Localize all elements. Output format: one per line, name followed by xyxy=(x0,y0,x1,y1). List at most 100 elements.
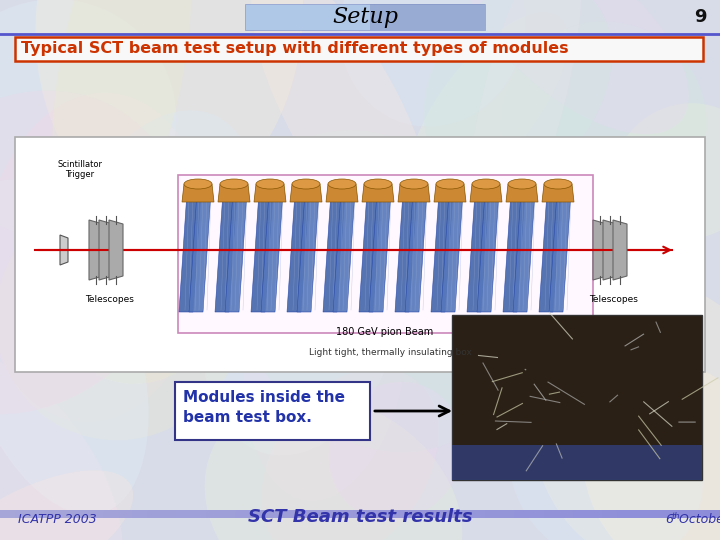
Ellipse shape xyxy=(340,0,526,127)
Text: Modules inside the
beam test box.: Modules inside the beam test box. xyxy=(183,390,345,425)
Ellipse shape xyxy=(0,348,123,540)
FancyBboxPatch shape xyxy=(15,37,703,61)
Ellipse shape xyxy=(410,12,568,200)
Polygon shape xyxy=(254,184,286,202)
Polygon shape xyxy=(603,220,617,280)
Ellipse shape xyxy=(261,368,438,540)
Text: 6: 6 xyxy=(665,513,673,526)
Polygon shape xyxy=(549,192,571,312)
Polygon shape xyxy=(477,192,499,312)
Text: SCT Beam test results: SCT Beam test results xyxy=(248,508,472,526)
Polygon shape xyxy=(539,192,561,312)
Polygon shape xyxy=(225,192,247,312)
Polygon shape xyxy=(333,192,355,312)
Polygon shape xyxy=(441,192,463,312)
Polygon shape xyxy=(326,184,358,202)
Polygon shape xyxy=(109,220,123,280)
Ellipse shape xyxy=(364,179,392,189)
Polygon shape xyxy=(189,192,211,312)
Polygon shape xyxy=(182,184,214,202)
Text: Telescopes: Telescopes xyxy=(86,295,135,304)
Ellipse shape xyxy=(436,179,464,189)
Polygon shape xyxy=(261,192,283,312)
Polygon shape xyxy=(431,192,453,312)
Text: ICATPP 2003: ICATPP 2003 xyxy=(18,513,96,526)
Polygon shape xyxy=(506,184,538,202)
Ellipse shape xyxy=(0,180,148,515)
Ellipse shape xyxy=(292,179,320,189)
Polygon shape xyxy=(369,192,391,312)
Polygon shape xyxy=(251,192,273,312)
Text: 180 GeV pion Beam: 180 GeV pion Beam xyxy=(336,327,433,337)
FancyBboxPatch shape xyxy=(370,4,485,30)
Polygon shape xyxy=(179,192,201,312)
Ellipse shape xyxy=(467,0,582,258)
Polygon shape xyxy=(434,184,466,202)
Polygon shape xyxy=(470,184,502,202)
Polygon shape xyxy=(542,184,574,202)
Ellipse shape xyxy=(220,179,248,189)
Ellipse shape xyxy=(328,179,356,189)
Polygon shape xyxy=(89,220,103,280)
Text: 9: 9 xyxy=(695,8,707,26)
Ellipse shape xyxy=(251,0,433,253)
Polygon shape xyxy=(593,220,607,280)
Polygon shape xyxy=(395,192,417,312)
Polygon shape xyxy=(503,192,525,312)
Polygon shape xyxy=(215,192,237,312)
Ellipse shape xyxy=(243,198,408,501)
Ellipse shape xyxy=(614,103,720,239)
FancyBboxPatch shape xyxy=(452,315,702,480)
Ellipse shape xyxy=(0,470,133,540)
FancyBboxPatch shape xyxy=(178,175,593,333)
Polygon shape xyxy=(297,192,319,312)
Ellipse shape xyxy=(0,0,176,239)
Polygon shape xyxy=(218,184,250,202)
Polygon shape xyxy=(99,220,113,280)
Polygon shape xyxy=(359,192,381,312)
Polygon shape xyxy=(287,192,309,312)
Ellipse shape xyxy=(204,395,462,540)
FancyBboxPatch shape xyxy=(245,4,485,30)
Text: Telescopes: Telescopes xyxy=(590,295,639,304)
Polygon shape xyxy=(60,235,68,265)
Ellipse shape xyxy=(51,166,243,384)
Ellipse shape xyxy=(0,91,182,414)
Text: th: th xyxy=(671,512,680,521)
Ellipse shape xyxy=(582,361,720,540)
Ellipse shape xyxy=(382,175,654,459)
Ellipse shape xyxy=(256,179,284,189)
Text: Typical SCT beam test setup with different types of modules: Typical SCT beam test setup with differe… xyxy=(21,42,569,57)
Ellipse shape xyxy=(52,0,192,251)
Text: Setup: Setup xyxy=(332,6,398,28)
Ellipse shape xyxy=(400,179,428,189)
Text: Scintillator
Trigger: Scintillator Trigger xyxy=(58,160,102,179)
Ellipse shape xyxy=(318,199,457,340)
Polygon shape xyxy=(323,192,345,312)
Polygon shape xyxy=(362,184,394,202)
Polygon shape xyxy=(405,192,427,312)
Text: Light tight, thermally insulating box: Light tight, thermally insulating box xyxy=(309,348,472,357)
FancyBboxPatch shape xyxy=(175,382,370,440)
Ellipse shape xyxy=(329,382,463,520)
Polygon shape xyxy=(290,184,322,202)
Ellipse shape xyxy=(229,130,523,453)
Ellipse shape xyxy=(202,164,406,456)
Ellipse shape xyxy=(35,0,303,211)
Ellipse shape xyxy=(509,372,703,540)
Polygon shape xyxy=(467,192,489,312)
Ellipse shape xyxy=(472,179,500,189)
Ellipse shape xyxy=(544,179,572,189)
Polygon shape xyxy=(613,220,627,280)
Polygon shape xyxy=(398,184,430,202)
FancyBboxPatch shape xyxy=(452,445,702,480)
Ellipse shape xyxy=(0,192,243,440)
Ellipse shape xyxy=(500,22,707,228)
Ellipse shape xyxy=(508,179,536,189)
Ellipse shape xyxy=(0,93,210,422)
Ellipse shape xyxy=(68,110,255,349)
FancyBboxPatch shape xyxy=(15,137,705,372)
Ellipse shape xyxy=(531,282,720,540)
Text: October: October xyxy=(675,513,720,526)
Ellipse shape xyxy=(424,0,612,188)
